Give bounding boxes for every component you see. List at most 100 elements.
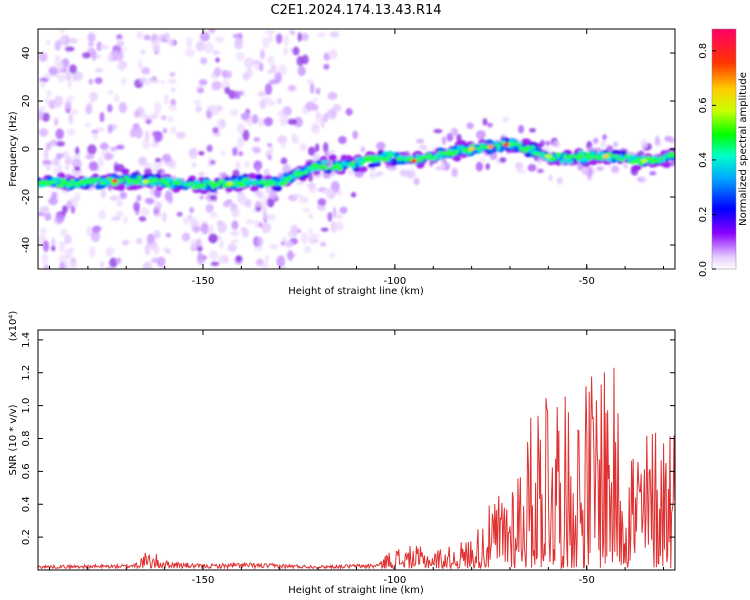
spectrogram-noise-cell	[303, 245, 312, 254]
spectrogram-noise-cell	[165, 232, 172, 238]
spectrogram-noise-cell	[150, 143, 160, 148]
snr-y-axis: 0.2 0.4 0.6 0.8 1.0 1.2 1.4	[21, 332, 675, 545]
spectrogram-noise-cell	[64, 70, 72, 81]
spectrogram-noise-cell	[255, 164, 261, 174]
spectrogram-noise-cell	[115, 210, 124, 217]
spectrogram-y-axis: -40 -20 0 20 40	[21, 47, 675, 253]
spectrogram-ridge-cell	[534, 152, 541, 156]
spectrogram-noise-cell	[264, 255, 270, 263]
spectrogram-noise-cell	[48, 99, 56, 110]
spectrogram-noise-cell	[338, 135, 347, 145]
spectrogram-y-tick-label: 0	[21, 146, 32, 152]
spectrogram-noise-cell	[456, 134, 462, 142]
spectrogram-noise-cell	[88, 78, 94, 85]
spectrogram-noise-cell	[168, 105, 178, 111]
spectrogram-noise-cell	[59, 261, 66, 269]
spectrogram-noise-cell	[254, 219, 260, 229]
spectrogram-noise-cell	[200, 223, 209, 235]
spectrogram-noise-cell	[111, 216, 121, 221]
spectrogram-noise-cell	[293, 116, 303, 128]
spectrogram-noise-cell	[109, 195, 119, 201]
snr-x-label: Height of straight line (km)	[288, 585, 424, 596]
spectrogram-noise-cell	[163, 93, 169, 105]
colorbar-tick-label: 0.6	[698, 97, 709, 113]
spectrogram-ridge-cell	[517, 142, 522, 147]
spectrogram-noise-cell	[109, 257, 118, 268]
spectrogram-noise-cell	[297, 32, 302, 42]
spectrogram-noise-cell	[235, 51, 245, 61]
spectrogram-noise-cell	[197, 87, 205, 94]
colorbar-label: Normalized spectral amplitude	[738, 72, 749, 226]
spectrogram-noise-cell	[292, 135, 300, 145]
spectrogram-noise-cell	[518, 125, 525, 134]
spectrogram-hot-cell	[602, 154, 609, 159]
spectrogram-ridge-cell	[150, 182, 157, 187]
spectrogram-noise-cell	[324, 150, 330, 157]
spectrogram-ridge-cell	[576, 156, 582, 161]
spectrogram-noise-cell	[328, 148, 336, 156]
spectrogram-y-tick-label: -20	[21, 189, 32, 205]
spectrogram-noise-cell	[267, 69, 272, 74]
spectrogram-noise-cell	[116, 259, 122, 264]
spectrogram-y-label: Frequency (Hz)	[8, 111, 19, 187]
spectrogram-noise-cell	[57, 74, 66, 83]
spectrogram-noise-cell	[134, 127, 143, 139]
spectrogram-noise-cell	[66, 200, 73, 210]
spectrogram-noise-cell	[308, 227, 313, 234]
spectrogram-noise-cell	[266, 143, 273, 148]
spectrogram-ridge-cell	[51, 180, 57, 185]
spectrogram-ridge-cell	[164, 181, 170, 186]
spectrogram-noise-cell	[123, 216, 128, 225]
spectrogram-hot-cell	[545, 154, 552, 159]
colorbar-tick-label: 0.8	[698, 43, 709, 59]
spectrogram-ridge-cell	[587, 155, 594, 160]
spectrogram-noise-cell	[54, 95, 63, 107]
spectrogram-noise-cell	[40, 226, 47, 236]
spectrogram-noise-cell	[116, 199, 123, 207]
spectrogram-ridge-cell	[86, 178, 91, 183]
spectrogram-noise-cell	[176, 211, 183, 217]
spectrogram-noise-cell	[323, 63, 330, 70]
spectrogram-noise-cell	[212, 50, 220, 55]
spectrogram-noise-cell	[322, 188, 333, 196]
spectrogram-ridge-cell	[374, 155, 379, 161]
spectrogram-noise-cell	[153, 230, 161, 240]
spectrogram-ridge-cell	[471, 143, 476, 148]
colorbar-tick-label: 0.2	[698, 207, 709, 223]
spectrogram-noise-cell	[556, 177, 563, 185]
spectrogram-ridge-cell	[364, 158, 370, 163]
spectrogram-noise-cell	[151, 112, 160, 119]
spectrogram-noise-cell	[317, 32, 326, 38]
spectrogram-noise-cell	[242, 72, 250, 81]
spectrogram-ridge-cell	[261, 180, 267, 185]
spectrogram-noise-cell	[107, 124, 113, 134]
spectrogram-hot-cell	[411, 159, 418, 163]
spectrogram-ridge-cell	[615, 157, 621, 161]
spectrogram-ridge-cell	[121, 168, 130, 175]
spectrogram-noise-cell	[71, 158, 82, 169]
spectrogram-noise-cell	[612, 141, 619, 148]
spectrogram-noise-cell	[368, 172, 379, 179]
spectrogram-noise-cell	[169, 72, 176, 77]
spectrogram-ridge-cell	[67, 183, 74, 188]
spectrogram-noise-cell	[251, 113, 259, 125]
spectrogram-noise-cell	[287, 118, 298, 125]
spectrogram-noise-cell	[119, 191, 128, 200]
spectrogram-ridge-cell	[578, 152, 585, 158]
spectrogram-ridge-cell	[65, 181, 70, 185]
spectrogram-noise-cell	[218, 254, 227, 265]
spectrogram-ridge-cell	[167, 184, 172, 188]
spectrogram-ridge-cell	[134, 179, 140, 185]
spectrogram-ridge-cell	[555, 152, 562, 157]
spectrogram-noise-cell	[118, 102, 128, 114]
spectrogram-noise-cell	[170, 126, 177, 135]
spectrogram-noise-cell	[163, 31, 171, 41]
spectrogram-ridge-cell	[427, 153, 432, 157]
spectrogram-noise-cell	[230, 239, 239, 244]
spectrogram-ridge-cell	[580, 157, 587, 163]
spectrogram-noise-cell	[155, 157, 162, 163]
spectrogram-noise-cell	[596, 166, 605, 172]
spectrogram-noise-cell	[44, 73, 54, 79]
figure-title: C2E1.2024.174.13.43.R14	[270, 3, 441, 18]
spectrogram-noise-cell	[234, 37, 244, 50]
